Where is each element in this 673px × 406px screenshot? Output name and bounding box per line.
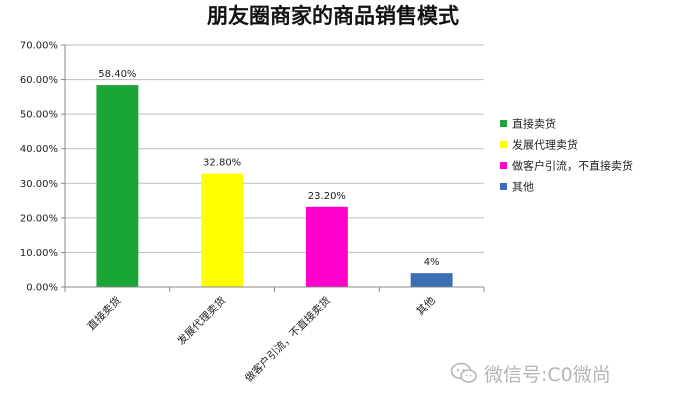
y-tick-label: 70.00% (20, 41, 58, 52)
category-label: 其他 (414, 294, 438, 318)
axes (64, 45, 485, 292)
watermark: 微信号:C0微尚 (450, 360, 611, 386)
data-labels: 58.40% 32.80% 23.20% 4% (98, 69, 439, 268)
y-tick-label: 40.00% (20, 144, 58, 155)
legend-swatch (500, 141, 507, 148)
data-label: 4% (424, 257, 440, 268)
category-label: 做客户引流，不直接卖货 (242, 294, 333, 385)
legend-entry: 发展代理卖货 (512, 138, 578, 152)
bar (201, 173, 244, 287)
y-tick-label: 10.00% (20, 248, 58, 259)
legend-swatch (500, 120, 507, 127)
legend-swatch (500, 162, 507, 169)
data-label: 58.40% (98, 69, 136, 80)
bar (96, 85, 139, 287)
legend-entry: 直接卖货 (512, 117, 556, 131)
y-tick-label: 30.00% (20, 179, 58, 190)
y-tick-label: 20.00% (20, 213, 58, 224)
y-axis-ticks: 0.00% 10.00% 20.00% 30.00% 40.00% 50.00% 60.00… (20, 41, 65, 294)
bar (410, 273, 453, 287)
category-labels: 直接卖货 发展代理卖货 做客户引流，不直接卖货 其他 (85, 294, 438, 385)
wechat-logo-icon (450, 362, 477, 383)
data-label: 32.80% (203, 158, 241, 169)
y-tick-label: 0.00% (26, 283, 58, 294)
legend-entry: 做客户引流，不直接卖货 (512, 159, 633, 173)
category-label: 发展代理卖货 (175, 294, 229, 348)
bar (305, 206, 348, 287)
data-label: 23.20% (308, 191, 346, 202)
y-tick-label: 60.00% (20, 75, 58, 86)
watermark-text: 微信号:C0微尚 (484, 363, 611, 386)
legend-entry: 其他 (512, 181, 534, 194)
y-tick-label: 50.00% (20, 110, 58, 121)
legend-swatch (500, 183, 507, 190)
category-label: 直接卖货 (85, 294, 124, 333)
bars (96, 85, 453, 287)
chart-title: 朋友圈商家的商品销售模式 (207, 3, 459, 28)
